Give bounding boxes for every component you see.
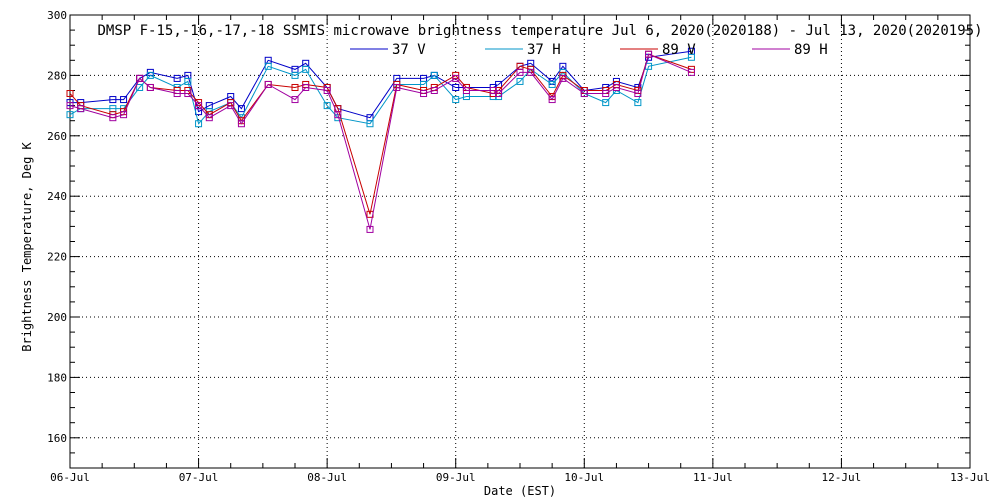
legend-label: 37 V [392,42,426,58]
data-point [66,111,74,119]
data-point [602,99,610,107]
x-tick-label: 09-Jul [436,471,476,484]
data-point [687,68,695,76]
series-line [69,53,692,215]
data-point [184,90,192,98]
data-point [430,87,438,94]
y-tick-label: 160 [47,432,67,445]
series-line [69,53,692,230]
data-point [302,65,310,73]
data-point [195,120,203,128]
data-point [580,90,588,98]
data-point [516,68,524,76]
data-point [452,74,460,82]
legend-label: 89 H [794,42,828,58]
data-point [334,111,342,119]
data-point [146,83,154,91]
data-point [227,102,235,110]
data-point [687,53,695,61]
series-line [69,56,692,125]
data-point [452,83,460,91]
x-tick-label: 06-Jul [50,471,90,484]
y-tick-label: 240 [47,190,67,203]
data-point [634,90,642,98]
chart-title: DMSP F-15,-16,-17,-18 SSMIS microwave br… [97,23,982,39]
data-point [645,50,653,58]
series-line [70,50,692,119]
data-point [173,74,181,82]
data-point [548,96,556,104]
data-point [420,90,428,98]
data-point [559,74,567,82]
x-axis-label: Date (EST) [484,484,556,498]
y-tick-label: 220 [47,251,67,264]
series-89-h [66,50,695,233]
data-point [237,120,245,128]
data-point [612,83,620,91]
data-point [205,114,213,122]
data-point [264,80,272,88]
data-point [173,90,181,98]
data-point [291,83,299,91]
y-tick-label: 280 [47,69,67,82]
data-point [495,90,503,98]
data-point [146,71,154,79]
y-tick-label: 260 [47,130,67,143]
data-point [323,102,331,110]
series-37-v [66,47,695,122]
y-tick-label: 180 [47,371,67,384]
data-point [109,114,117,122]
data-point [302,83,310,91]
data-point [366,120,374,128]
data-point [237,105,245,113]
data-point [452,96,460,104]
x-tick-label: 11-Jul [693,471,733,484]
legend-label: 89 V [662,42,696,58]
data-point [66,102,74,110]
data-point [120,111,128,119]
axis-ticks [69,14,971,469]
x-tick-label: 12-Jul [822,471,862,484]
data-point [516,77,524,85]
data-point [548,80,556,88]
x-tick-label: 10-Jul [564,471,604,484]
data-point [366,225,374,233]
data-point [109,96,117,104]
data-point [634,99,642,107]
x-tick-label: 13-Jul [950,471,990,484]
y-tick-labels: 160 180 200 220 240 260 280 300 [47,9,67,445]
data-point [393,83,401,91]
data-point [195,102,203,110]
x-tick-label: 08-Jul [307,471,347,484]
x-tick-label: 07-Jul [179,471,219,484]
data-series [66,47,695,233]
legend-label: 37 H [527,42,561,58]
data-point [323,87,331,94]
data-point [462,87,470,94]
data-point [120,96,128,104]
y-tick-label: 300 [47,9,67,22]
data-point [136,74,144,82]
data-point [264,62,272,70]
data-point [77,105,85,113]
data-point [66,90,74,98]
data-point [136,83,144,91]
legend: 37 V 37 H 89 V 89 H [350,42,828,58]
y-axis-label: Brightness Temperature, Deg K [20,141,34,351]
data-point [291,71,299,79]
y-tick-label: 200 [47,311,67,324]
data-point [527,68,535,76]
data-point [291,96,299,104]
data-point [430,71,438,79]
data-point [602,90,610,98]
data-point [184,77,192,85]
x-tick-labels: 06-Jul 07-Jul 08-Jul 09-Jul 10-Jul 11-Jul 12-J… [50,471,990,484]
